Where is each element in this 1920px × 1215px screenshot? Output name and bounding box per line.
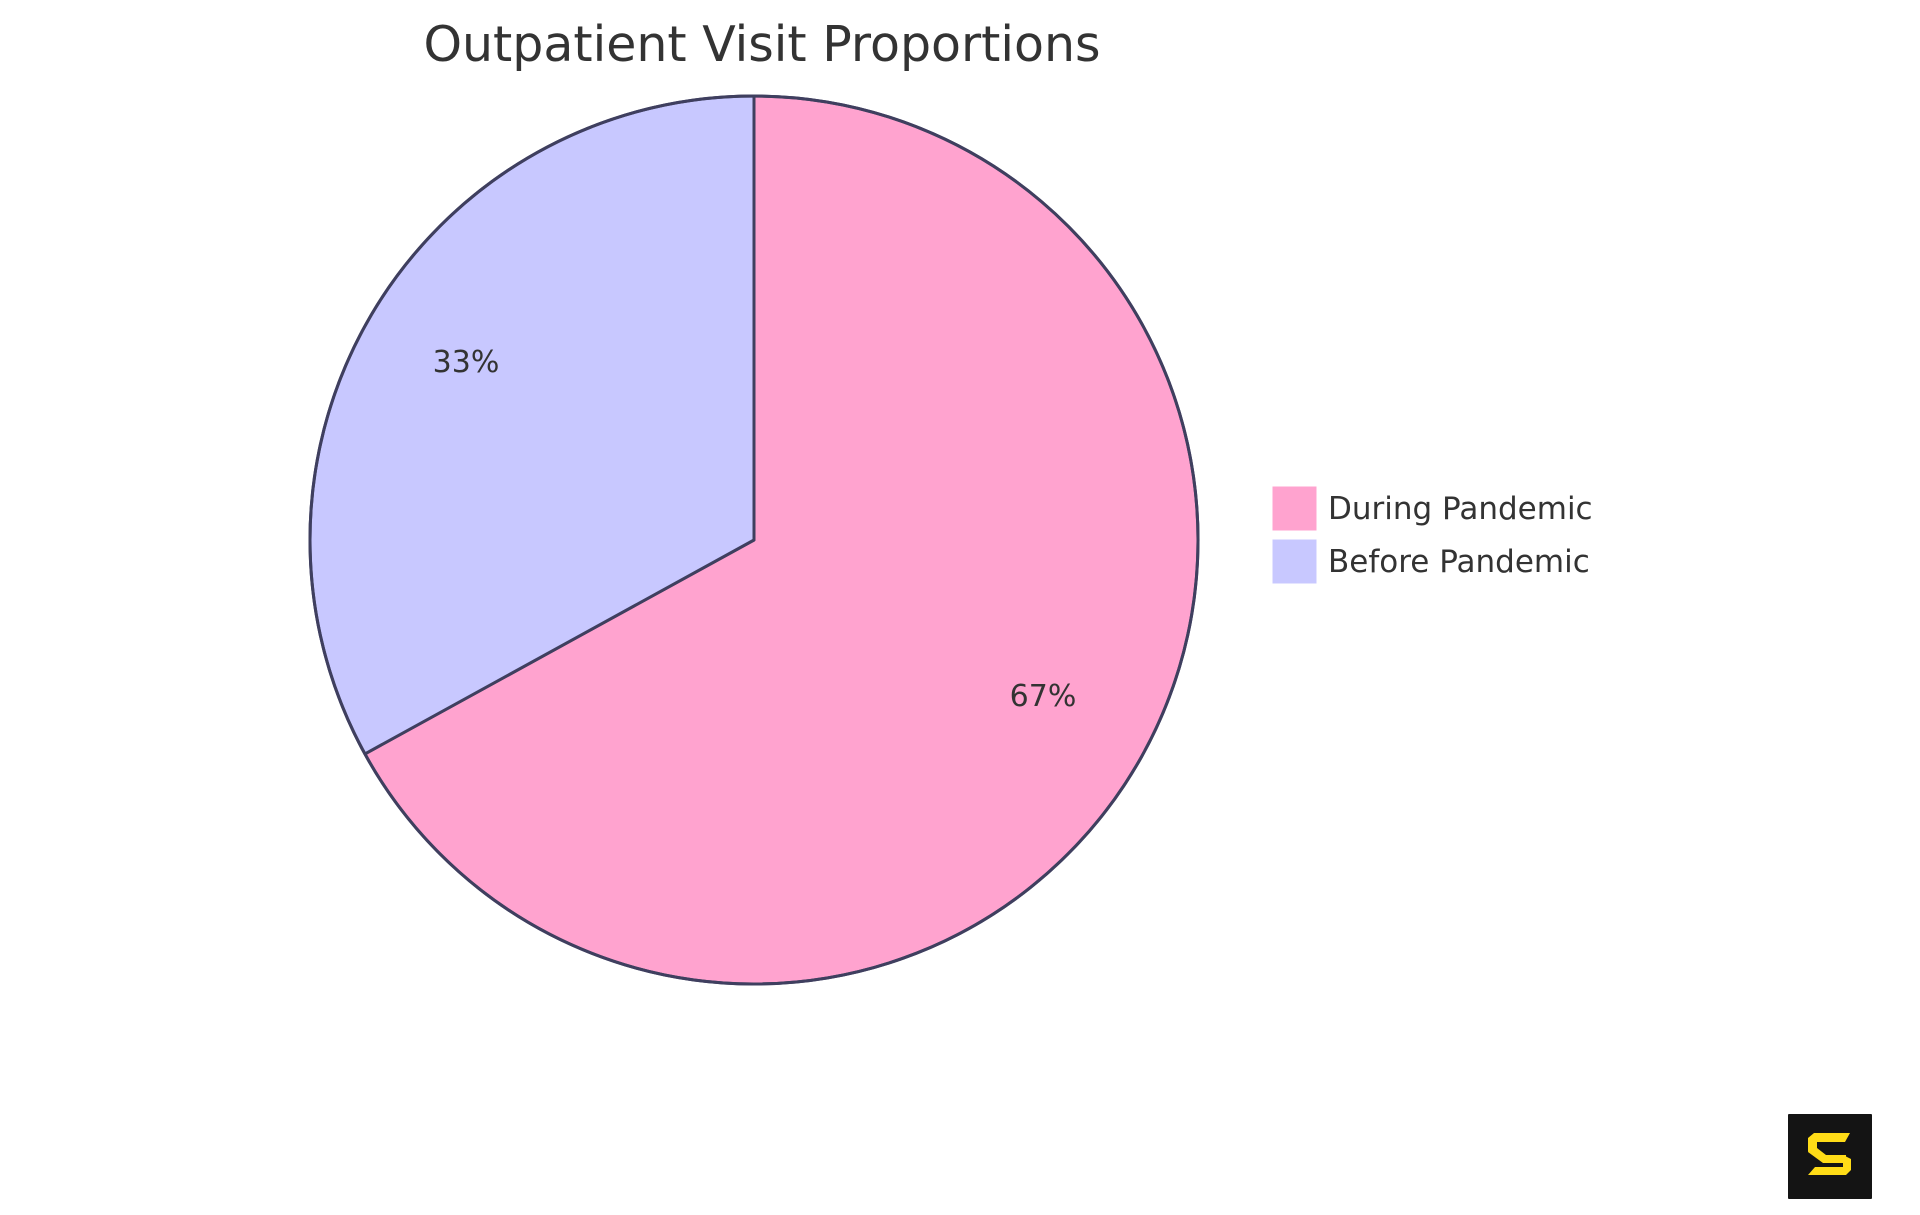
legend-item-during-pandemic[interactable]: During Pandemic [1271, 485, 1593, 532]
s-logo-icon [1788, 1114, 1872, 1199]
legend: During Pandemic Before Pandemic [1271, 485, 1593, 585]
legend-label-during-pandemic: During Pandemic [1328, 491, 1593, 527]
legend-item-before-pandemic[interactable]: Before Pandemic [1271, 538, 1590, 585]
pie-outline [308, 94, 1200, 986]
legend-swatch-during-pandemic [1271, 485, 1318, 532]
legend-label-before-pandemic: Before Pandemic [1328, 544, 1590, 580]
pie-slices [308, 94, 1200, 986]
chart-title: Outpatient Visit Proportions [423, 16, 1100, 73]
slice-label-before-pandemic: 33% [433, 345, 500, 380]
legend-swatch-before-pandemic [1271, 538, 1318, 585]
slice-label-during-pandemic: 67% [1010, 679, 1077, 714]
